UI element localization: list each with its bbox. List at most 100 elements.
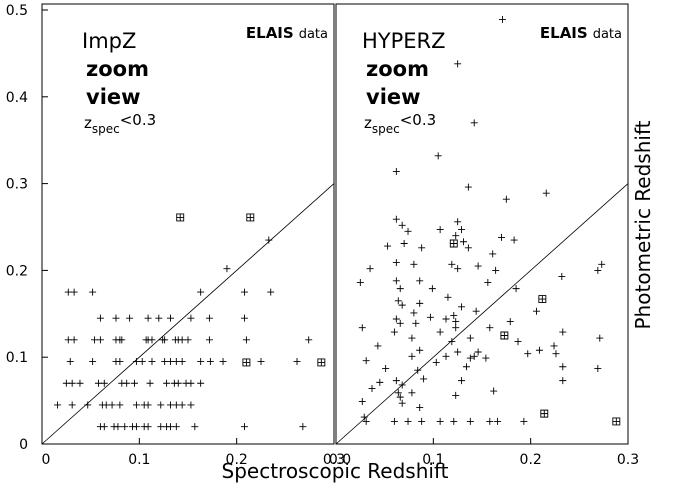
point [559,328,567,336]
point [452,318,460,326]
condition-subscript: spec [372,122,400,136]
point [436,226,444,234]
point [486,324,494,332]
point [100,423,108,431]
annotation-line: view [86,85,141,109]
point [126,314,134,322]
point [89,358,97,366]
boxed-point [317,358,326,367]
point [512,285,520,293]
point [172,423,180,431]
point [197,288,205,296]
x-tick-label: 0.2 [226,452,248,468]
point [452,324,460,332]
point [66,358,74,366]
point [408,352,416,360]
boxed-point [500,331,509,340]
condition-symbol: z [84,114,92,132]
point [96,336,104,344]
point [267,288,275,296]
point [94,379,102,387]
point [146,379,154,387]
point [54,401,62,409]
point [166,401,174,409]
point [396,393,404,401]
point [240,288,248,296]
point [450,417,458,425]
point [426,313,434,321]
point [368,384,376,392]
point [412,319,420,327]
point [442,315,450,323]
point [205,336,213,344]
point [542,189,550,197]
x-tick-label: 0.3 [323,452,345,468]
point [484,279,492,287]
point [497,233,505,241]
point [70,336,78,344]
point [132,423,140,431]
point [408,389,416,397]
point [96,314,104,322]
y-tick-label: 0.3 [6,177,28,193]
point [594,364,602,372]
point [398,221,406,229]
point [68,401,76,409]
point [474,348,482,356]
point [454,218,462,226]
point [524,350,532,358]
point [121,423,129,431]
point [552,350,560,358]
point [448,338,456,346]
point [91,336,99,344]
point [376,378,384,386]
point [102,401,110,409]
y-tick-label: 0.4 [6,90,28,106]
point [450,312,458,320]
point [362,417,370,425]
point [205,314,213,322]
x-tick-label: 0.1 [422,452,444,468]
boxed-point [246,213,255,222]
point [482,354,490,362]
point [448,260,456,268]
point [384,242,392,250]
point [240,314,248,322]
point [489,250,497,258]
point [155,314,163,322]
point [358,324,366,332]
point [466,334,474,342]
y-axis-label: Photometric Redshift [631,120,655,329]
point [410,309,418,317]
point [458,303,466,311]
annotation-line: zoom [366,57,429,81]
point [172,358,180,366]
x-tick-label: 0 [42,452,51,468]
condition-subscript: spec [92,122,120,136]
y-tick-label: 0.1 [6,350,28,366]
x-tick-label: 0.0 [329,452,351,468]
condition-text: <0.3 [400,111,436,129]
point [191,423,199,431]
point [356,279,364,287]
boxed-point [612,417,621,426]
one-to-one-line [41,183,335,445]
boxed-point [176,213,185,222]
source-text: data [299,27,328,42]
point [178,336,186,344]
point [454,60,462,68]
point [219,358,227,366]
point [132,358,140,366]
point [163,379,171,387]
plot-frame [335,3,629,445]
point [392,315,400,323]
point [76,379,84,387]
point [428,285,436,293]
point [416,277,424,285]
point [144,401,152,409]
annotation-condition: zspec<0.3 [84,111,156,136]
point [184,336,192,344]
point [514,338,522,346]
point [187,314,195,322]
point [172,401,180,409]
